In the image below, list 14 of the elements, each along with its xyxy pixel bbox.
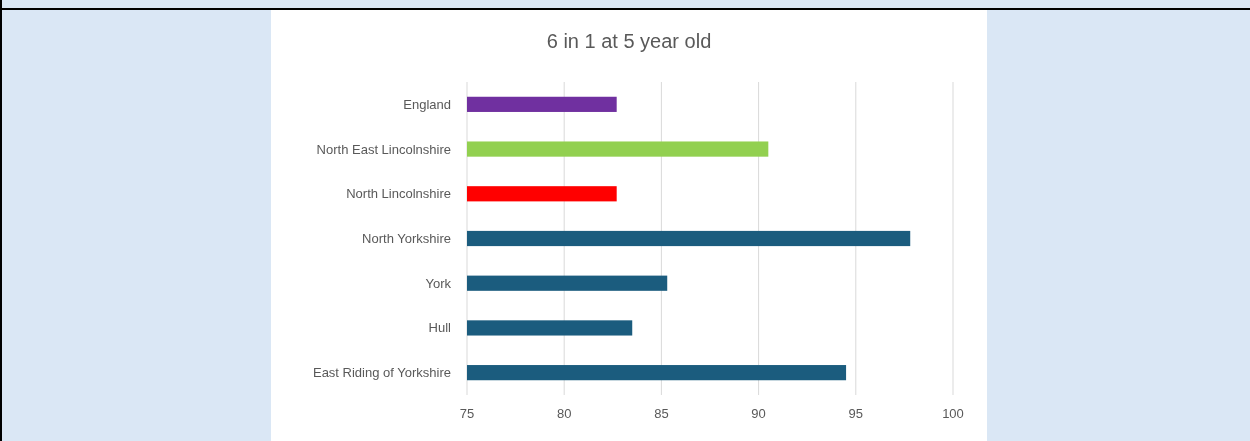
x-tick-label: 90: [751, 406, 766, 421]
y-tick-label: East Riding of Yorkshire: [312, 365, 451, 381]
y-tick-label: North Lincolnshire: [346, 186, 451, 202]
x-tick-label: 80: [556, 406, 572, 421]
y-tick-label: England: [403, 96, 451, 112]
x-tick-label: 95: [848, 406, 864, 421]
y-tick-label: North East Lincolnshire: [316, 141, 451, 157]
y-tick-label: North Yorkshire: [362, 231, 451, 247]
y-tick-label: York: [425, 275, 452, 291]
x-tick-label: 75: [459, 406, 475, 421]
y-tick-label: Hull: [428, 320, 452, 336]
x-tick-label: 100: [942, 406, 964, 421]
x-tick-label: 85: [654, 406, 669, 421]
chart-title: 6 in 1 at 5 year old: [546, 30, 712, 52]
